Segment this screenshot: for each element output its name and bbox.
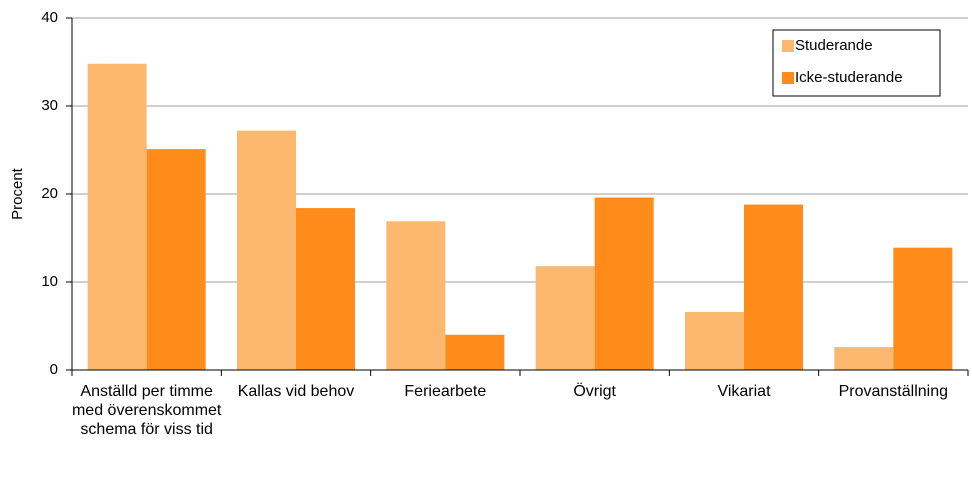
x-tick-label-box: Vikariat xyxy=(717,383,771,400)
y-tick-label: 20 xyxy=(41,185,58,202)
x-tick-label-box: Feriearbete xyxy=(404,383,487,400)
legend-label: Studerande xyxy=(795,37,873,54)
y-tick-label: 10 xyxy=(41,273,58,290)
x-tick-label: Feriearbete xyxy=(404,383,487,400)
bar xyxy=(386,221,446,370)
bar xyxy=(594,197,654,370)
x-tick-label-box: Anställd per timme med överenskommet sch… xyxy=(71,383,222,438)
y-tick-label: 30 xyxy=(41,97,58,114)
bar xyxy=(685,311,744,370)
legend-swatch xyxy=(782,40,794,52)
y-tick-label: 0 xyxy=(50,361,58,378)
bar xyxy=(893,247,953,370)
bar xyxy=(237,130,296,370)
y-axis-label: Procent xyxy=(9,167,26,220)
legend-label: Icke-studerande xyxy=(795,69,903,86)
x-tick-label: Övrigt xyxy=(573,383,616,400)
y-tick-label: 40 xyxy=(41,9,58,26)
legend-box xyxy=(772,29,941,97)
x-tick-label: Kallas vid behov xyxy=(237,383,355,400)
legend-swatch xyxy=(782,72,794,84)
bar xyxy=(445,334,505,370)
bar xyxy=(146,149,206,370)
x-tick-label-box: Kallas vid behov xyxy=(237,383,355,400)
bar xyxy=(535,266,595,370)
bar xyxy=(296,208,355,370)
bar xyxy=(87,63,147,370)
bar xyxy=(744,204,803,370)
x-tick-label: Vikariat xyxy=(717,383,771,400)
x-tick-label-box: Provanställning xyxy=(838,383,949,400)
bar xyxy=(834,347,894,370)
x-tick-label: Provanställning xyxy=(838,383,949,400)
x-tick-label: Anställd per timme med överenskommet sch… xyxy=(71,383,222,438)
x-tick-label-box: Övrigt xyxy=(573,383,616,400)
